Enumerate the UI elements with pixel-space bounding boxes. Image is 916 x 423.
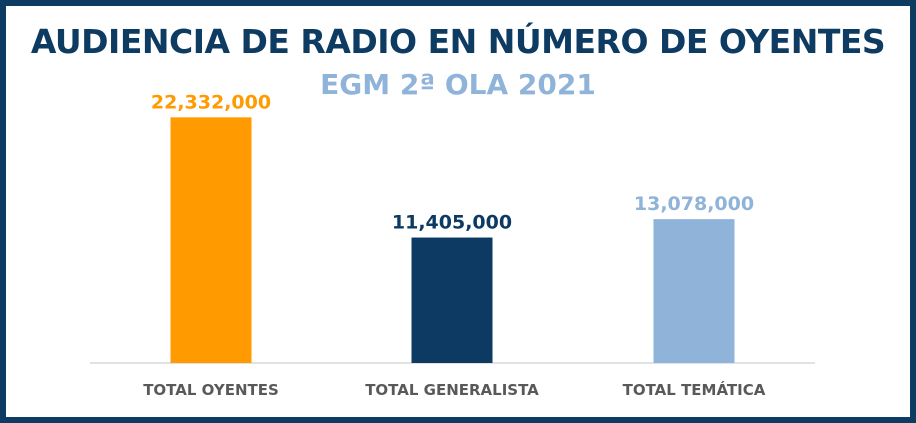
category-label-total-generalista: TOTAL GENERALISTA xyxy=(365,381,539,399)
value-label-total-tematica: 13,078,000 xyxy=(634,193,754,215)
chart-title: AUDIENCIA DE RADIO EN NÚMERO DE OYENTES xyxy=(30,22,886,61)
value-label-total-oyentes: 22,332,000 xyxy=(151,91,271,113)
category-label-total-tematica: TOTAL TEMÁTICA xyxy=(623,380,766,399)
category-label-total-oyentes: TOTAL OYENTES xyxy=(143,381,279,399)
bar-total-generalista xyxy=(411,237,493,363)
bar-group: 22,332,000 TOTAL OYENTES 11,405,000 TOTAL G… xyxy=(143,91,766,399)
chart-subtitle: EGM 2ª OLA 2021 xyxy=(320,68,596,101)
value-label-total-generalista: 11,405,000 xyxy=(392,212,512,234)
bar-total-oyentes xyxy=(170,117,252,364)
bar-total-tematica xyxy=(653,219,735,363)
